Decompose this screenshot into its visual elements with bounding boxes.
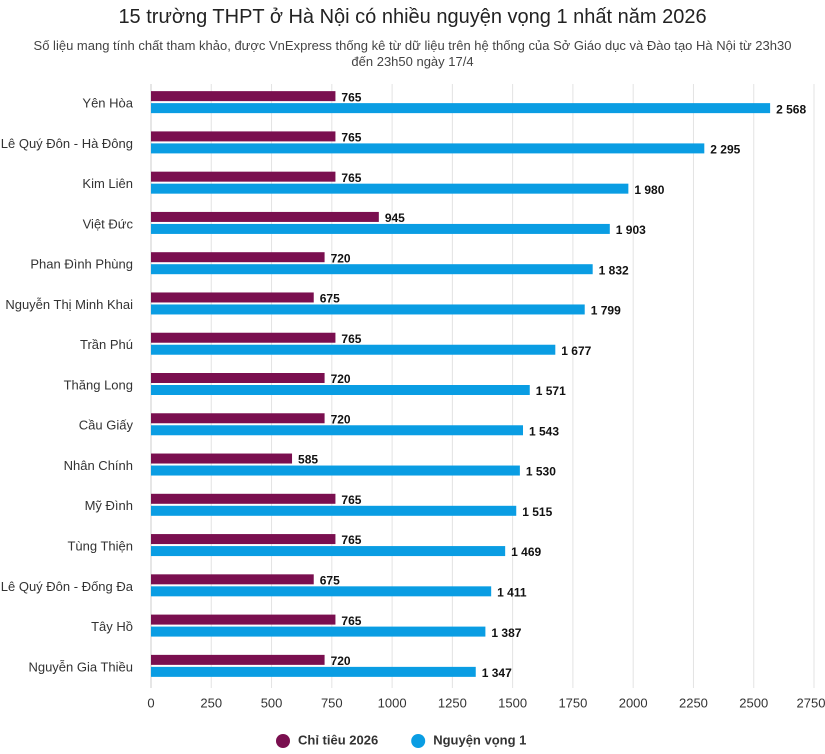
value-label: 1 347 [482,666,512,680]
bar [151,505,517,516]
value-label: 1 903 [616,223,646,237]
y-tick-label: Kim Liên [82,176,133,191]
bar [151,666,476,677]
x-tick-label: 2250 [679,695,708,710]
bar [151,465,520,476]
value-label: 1 469 [511,545,541,559]
y-tick-label: Nguyễn Thị Minh Khai [5,297,133,312]
y-tick-label: Tây Hồ [91,619,133,634]
value-label: 1 571 [536,384,566,398]
y-tick-label: Nhân Chính [64,458,133,473]
x-tick-label: 2000 [619,695,648,710]
bar [151,614,336,625]
value-label: 585 [298,453,318,467]
y-tick-label: Lê Quý Đôn - Đống Đa [1,579,134,594]
bar [151,574,314,585]
value-label: 675 [320,574,340,588]
value-label: 1 411 [497,586,527,600]
value-label: 1 980 [634,183,664,197]
value-label: 765 [341,171,361,185]
chart-title: 15 trường THPT ở Hà Nội có nhiều nguyện … [118,6,707,28]
value-label: 945 [385,211,405,225]
value-label: 765 [341,533,361,547]
bar [151,453,293,464]
value-label: 1 530 [526,465,556,479]
legend-marker [276,734,290,748]
bar [151,373,325,383]
x-tick-label: 2500 [739,695,768,710]
y-tick-label: Tùng Thiện [67,539,133,554]
legend-marker [411,734,426,748]
y-tick-label: Cầu Giấy [79,418,134,433]
value-label: 765 [341,332,361,346]
y-tick-label: Trần Phú [80,337,133,352]
value-label: 1 832 [599,263,629,277]
y-tick-label: Mỹ Đình [85,498,133,513]
bar [151,654,325,665]
value-label: 765 [341,90,361,104]
bar [151,534,336,545]
value-label: 1 515 [522,505,552,519]
bar [151,493,336,504]
bar [151,171,336,182]
value-label: 2 568 [776,102,806,116]
value-label: 720 [331,251,351,265]
x-tick-label: 1750 [558,695,587,710]
bar [151,131,336,142]
y-tick-label: Lê Quý Đôn - Hà Đông [1,136,133,151]
value-label: 720 [331,654,351,668]
x-tick-label: 1250 [438,695,467,710]
x-tick-label: 0 [147,695,154,710]
bar [151,344,556,355]
y-tick-label: Thăng Long [64,377,133,392]
y-tick-label: Nguyễn Gia Thiều [28,659,133,674]
bar [151,91,336,102]
value-label: 720 [331,372,351,386]
bar [151,223,610,234]
x-tick-label: 500 [261,695,283,710]
value-label: 1 677 [561,344,591,358]
bar [151,385,530,395]
bar [151,143,705,154]
bar [151,252,325,263]
bar [151,546,506,557]
y-tick-label: Yên Hòa [82,96,133,111]
bar [151,211,379,222]
bar [151,626,486,637]
value-label: 1 543 [529,424,559,438]
bar [151,183,629,194]
bar [151,413,325,424]
y-tick-label: Phan Đình Phùng [30,257,133,272]
legend-label: Chỉ tiêu 2026 [298,732,378,747]
x-tick-label: 250 [200,695,222,710]
bar [151,425,524,436]
bar [151,292,314,303]
value-label: 675 [320,292,340,306]
value-label: 765 [341,131,361,145]
bar [151,332,336,343]
x-tick-label: 1000 [378,695,407,710]
value-label: 2 295 [710,143,740,157]
legend-label: Nguyện vọng 1 [433,732,526,747]
chart-subtitle: Số liệu mang tính chất tham khảo, được V… [33,38,792,69]
x-tick-label: 750 [321,695,343,710]
y-tick-label: Việt Đức [83,216,134,231]
value-label: 1 387 [491,626,521,640]
value-label: 765 [341,614,361,628]
value-label: 1 799 [591,304,621,318]
value-label: 765 [341,493,361,507]
x-tick-label: 1500 [498,695,527,710]
bar [151,304,585,315]
bar [151,586,492,597]
bar [151,103,771,114]
value-label: 720 [331,412,351,426]
x-tick-label: 2750 [797,695,825,710]
bar [151,264,593,275]
